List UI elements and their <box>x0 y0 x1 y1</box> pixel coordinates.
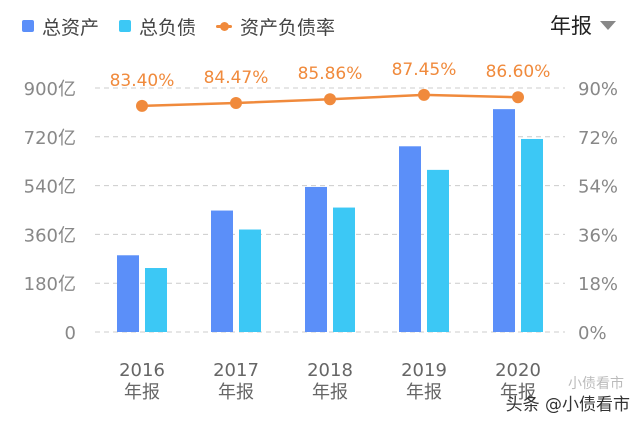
debt-ratio-point <box>324 93 336 106</box>
legend-swatch-total-assets <box>22 20 34 32</box>
bar-total-liabilities <box>239 229 261 332</box>
legend-label-debt-ratio: 资产负债率 <box>240 16 336 39</box>
debt-ratio-point <box>418 88 430 101</box>
legend-swatch-total-liabilities <box>119 20 132 32</box>
y-left-tick-label: 180亿 <box>24 274 76 295</box>
debt-ratio-data-label: 86.60% <box>486 62 551 82</box>
x-tick-label: 2016 <box>119 360 165 381</box>
bar-total-liabilities <box>521 138 543 332</box>
x-tick-label: 2018 <box>307 360 353 381</box>
debt-ratio-point <box>136 99 148 112</box>
chart-legend: 总资产 总负债 资产负债率 <box>22 12 335 40</box>
legend-label-total-assets: 总资产 <box>42 16 100 39</box>
watermark-ghost-text: 小债看市 <box>568 376 624 392</box>
period-select-label: 年报 <box>550 14 592 38</box>
y-left-tick-label: 360亿 <box>24 225 76 246</box>
period-select[interactable]: 年报 <box>550 10 616 40</box>
debt-ratio-data-label: 84.47% <box>204 68 269 88</box>
x-tick-label: 2019 <box>401 360 447 381</box>
legend-item-debt-ratio[interactable]: 资产负债率 <box>216 13 335 40</box>
bar-total-assets <box>211 210 233 332</box>
legend-item-total-liabilities[interactable]: 总负债 <box>119 13 196 40</box>
debt-ratio-point <box>512 91 524 104</box>
bar-total-assets <box>493 109 515 332</box>
debt-ratio-data-label: 85.86% <box>298 64 363 84</box>
bar-total-assets <box>399 146 421 332</box>
y-right-tick-label: 54% <box>578 177 618 198</box>
x-tick-sublabel: 年报 <box>218 382 254 403</box>
debt-ratio-point <box>230 96 242 109</box>
bar-total-liabilities <box>427 169 449 332</box>
bar-total-liabilities <box>333 207 355 332</box>
chevron-down-icon <box>600 20 616 30</box>
x-tick-sublabel: 年报 <box>406 382 442 403</box>
x-tick-label: 2020 <box>495 360 541 381</box>
y-right-tick-label: 36% <box>578 225 618 246</box>
bar-total-assets <box>305 186 327 332</box>
legend-label-total-liabilities: 总负债 <box>139 16 197 39</box>
x-tick-sublabel: 年报 <box>124 382 160 403</box>
bar-total-assets <box>117 255 139 332</box>
x-tick-sublabel: 年报 <box>500 382 536 403</box>
x-tick-sublabel: 年报 <box>312 382 348 403</box>
y-right-tick-label: 0% <box>578 323 607 344</box>
y-left-tick-label: 0 <box>65 323 76 344</box>
debt-ratio-data-label: 87.45% <box>392 60 457 80</box>
y-right-tick-label: 72% <box>578 128 618 149</box>
watermark-text: 头条 @小债看市 <box>505 395 630 415</box>
watermark: 小债看市 头条 @小债看市 <box>505 376 630 415</box>
y-left-tick-label: 540亿 <box>24 177 76 198</box>
bar-total-liabilities <box>145 268 167 332</box>
y-right-tick-label: 18% <box>578 274 618 295</box>
legend-item-total-assets[interactable]: 总资产 <box>22 13 99 40</box>
x-tick-label: 2017 <box>213 360 259 381</box>
debt-ratio-data-label: 83.40% <box>110 71 175 91</box>
legend-swatch-debt-ratio <box>216 21 233 31</box>
y-left-tick-label: 720亿 <box>24 128 76 149</box>
y-left-tick-label: 900亿 <box>24 79 76 100</box>
y-right-tick-label: 90% <box>578 79 618 100</box>
